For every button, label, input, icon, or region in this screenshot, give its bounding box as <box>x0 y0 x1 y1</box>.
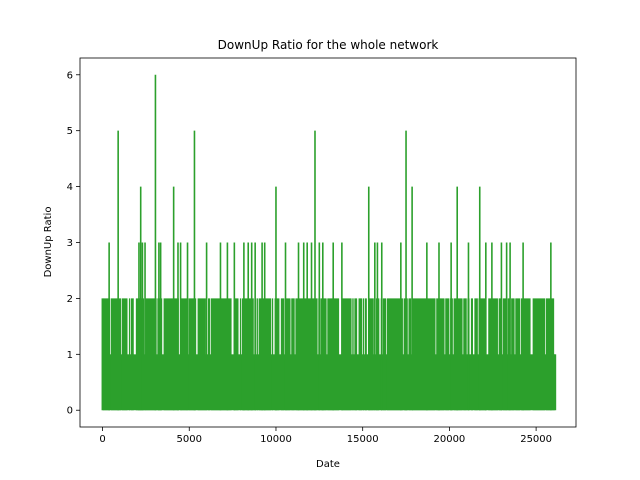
chart-title: DownUp Ratio for the whole network <box>218 38 439 52</box>
plot-layer <box>101 74 557 411</box>
y-tick-label: 0 <box>67 406 73 417</box>
y-tick-label: 3 <box>67 238 73 249</box>
x-axis-ticks: 0 5000 10000 15000 20000 25000 <box>99 427 552 445</box>
x-tick-label: 5000 <box>177 434 202 445</box>
series-0 <box>101 74 557 411</box>
y-axis-label: DownUp Ratio <box>43 207 54 278</box>
y-tick-label: 5 <box>67 126 73 137</box>
x-tick-label: 10000 <box>260 434 292 445</box>
y-tick-label: 1 <box>67 350 73 361</box>
y-tick-label: 4 <box>67 182 73 193</box>
x-tick-label: 15000 <box>347 434 379 445</box>
y-axis-ticks: 0 1 2 3 4 5 6 <box>67 70 80 417</box>
y-tick-label: 2 <box>67 294 73 305</box>
x-tick-label: 20000 <box>433 434 465 445</box>
y-tick-label: 6 <box>67 70 73 81</box>
x-tick-label: 0 <box>99 434 105 445</box>
x-axis-label: Date <box>316 459 340 470</box>
x-tick-label: 25000 <box>520 434 552 445</box>
